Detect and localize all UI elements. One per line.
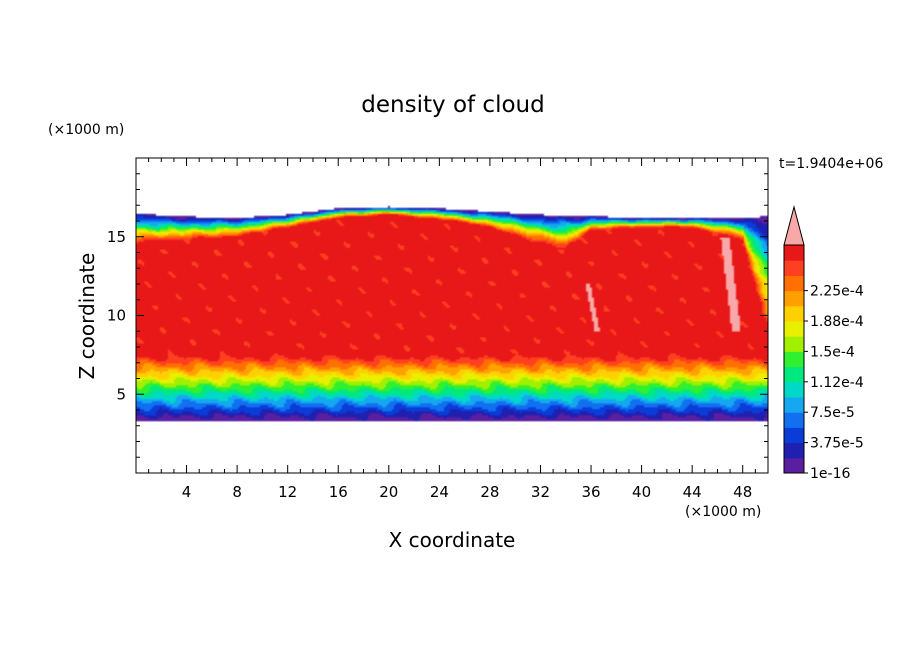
x-tick-label: 24 bbox=[430, 483, 449, 501]
colorbar-label: 1e-16 bbox=[810, 466, 850, 482]
x-axis: 4 8 12 16 20 24 28 32 36 40 44 48 bbox=[148, 158, 756, 501]
colorbar-bin bbox=[784, 397, 804, 413]
colorbar-bin bbox=[784, 457, 804, 474]
colorbar-frame bbox=[783, 244, 805, 474]
y-axis-label: Z coordinate bbox=[75, 253, 99, 380]
x-tick-label: 28 bbox=[480, 483, 499, 501]
x-tick-label: 12 bbox=[278, 483, 297, 501]
colorbar-bin bbox=[784, 275, 804, 292]
colorbar-bin bbox=[784, 351, 804, 368]
x-unit-label: (×1000 m) bbox=[685, 504, 761, 520]
chart-title: density of cloud bbox=[361, 92, 544, 118]
colorbar-bin bbox=[784, 260, 804, 276]
colorbar-bin bbox=[784, 290, 804, 307]
x-tick-label: 8 bbox=[232, 483, 242, 501]
colorbar-bin bbox=[784, 336, 804, 352]
colorbar-label: 1.88e-4 bbox=[810, 314, 864, 330]
colorbar-label: 1.5e-4 bbox=[810, 344, 855, 360]
colorbar-label: 7.5e-5 bbox=[810, 405, 855, 421]
x-axis-label: X coordinate bbox=[389, 528, 516, 552]
colorbar-bin bbox=[784, 305, 804, 322]
colorbar-bin bbox=[784, 427, 804, 444]
y-axis: 5 10 15 bbox=[107, 173, 768, 458]
colorbar-label: 1.12e-4 bbox=[810, 375, 864, 391]
x-tick-label: 4 bbox=[182, 483, 192, 501]
x-tick-label: 16 bbox=[329, 483, 348, 501]
colorbar: 1e-16 3.75e-5 7.5e-5 1.12e-4 1.5e-4 1.88e-4 2.… bbox=[783, 205, 864, 482]
colorbar-bin bbox=[784, 366, 804, 383]
time-label: t=1.9404e+06 bbox=[779, 156, 883, 172]
colorbar-bin bbox=[784, 412, 804, 428]
y-tick-label: 10 bbox=[107, 307, 126, 325]
colorbar-label: 2.25e-4 bbox=[810, 284, 864, 300]
y-tick-label: 15 bbox=[107, 228, 126, 246]
x-tick-label: 36 bbox=[581, 483, 600, 501]
x-tick-label: 32 bbox=[531, 483, 550, 501]
x-tick-label: 48 bbox=[733, 483, 752, 501]
x-tick-label: 40 bbox=[632, 483, 651, 501]
y-tick-label: 5 bbox=[116, 385, 126, 403]
colorbar-label: 3.75e-5 bbox=[810, 436, 864, 452]
x-tick-label: 44 bbox=[683, 483, 702, 501]
colorbar-bin bbox=[784, 381, 804, 398]
colorbar-extend-arrow bbox=[783, 205, 805, 246]
colorbar-bin bbox=[784, 321, 804, 337]
x-tick-label: 20 bbox=[379, 483, 398, 501]
y-unit-label: (×1000 m) bbox=[48, 122, 124, 138]
colorbar-bin bbox=[784, 245, 804, 261]
density-heatmap bbox=[136, 158, 768, 473]
colorbar-bin bbox=[784, 442, 804, 459]
